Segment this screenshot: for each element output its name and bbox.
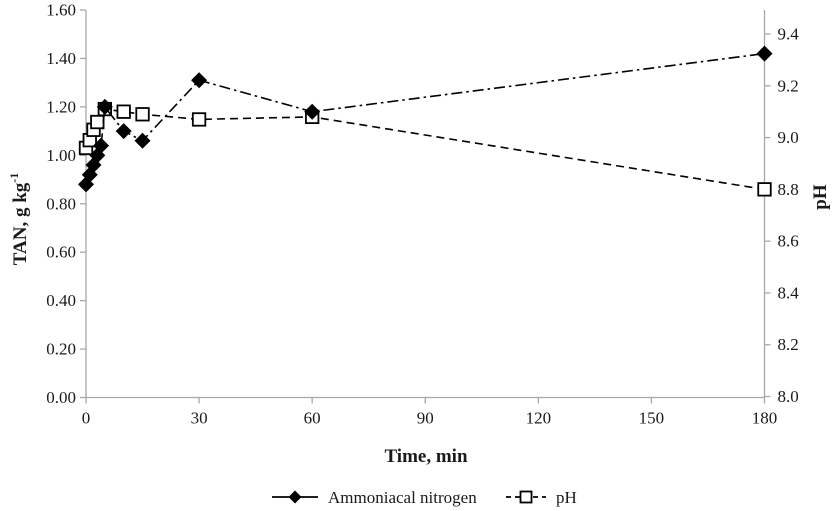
ammoniacal-nitrogen-data-point [93, 137, 110, 154]
y-right-tick-label: 9.4 [778, 25, 800, 44]
y-left-axis-title-superscript: -1 [7, 173, 21, 183]
legend-square-icon [519, 490, 533, 504]
y-right-tick-label: 8.0 [778, 387, 799, 406]
y-left-tick-label: 1.60 [46, 1, 76, 20]
ph-data-point [116, 104, 131, 119]
x-axis-title: Time, min [384, 446, 467, 467]
ph-data-point [90, 114, 105, 130]
y-right-axis-title: pH [810, 184, 831, 210]
x-tick-label: 120 [526, 409, 552, 428]
legend-label-ammoniacal-nitrogen: Ammoniacal nitrogen [328, 488, 477, 507]
ph-data-point [191, 112, 207, 127]
y-left-tick-label: 1.40 [46, 49, 76, 68]
x-tick-label: 0 [82, 409, 91, 428]
ammoniacal-nitrogen-data-point [134, 132, 151, 149]
ph-data-point [135, 107, 150, 122]
x-tick-label: 90 [417, 409, 434, 428]
x-tick-label: 30 [191, 409, 208, 428]
ammoniacal-nitrogen-data-point [115, 123, 132, 140]
y-right-tick-label: 9.2 [778, 76, 799, 95]
y-right-tick-label: 8.2 [778, 335, 799, 354]
x-tick-label: 150 [639, 409, 665, 428]
legend-label-ph: pH [556, 488, 577, 507]
y-left-tick-label: 1.20 [46, 97, 76, 116]
y-left-tick-label: 0.00 [46, 388, 76, 407]
ammoniacal-nitrogen-data-point [191, 72, 208, 89]
ph-data-point [757, 182, 772, 197]
y-left-tick-label: 0.60 [46, 243, 76, 262]
x-tick-label: 180 [752, 409, 778, 428]
ammoniacal-nitrogen-data-point [96, 98, 113, 115]
x-tick-label: 60 [304, 409, 321, 428]
y-left-tick-label: 0.40 [46, 291, 76, 310]
y-left-axis-title: TAN, g kg-1 [7, 173, 31, 266]
y-right-tick-label: 9.0 [778, 128, 799, 147]
y-right-tick-label: 8.6 [778, 232, 799, 251]
y-left-tick-label: 1.00 [46, 146, 76, 165]
y-right-tick-label: 8.4 [778, 283, 800, 302]
ammoniacal-nitrogen-data-point [304, 103, 321, 120]
ph-line [85, 108, 765, 191]
ammoniacal-nitrogen-data-point [756, 45, 773, 62]
y-left-tick-label: 0.80 [46, 194, 76, 213]
y-left-tick-label: 0.20 [46, 340, 76, 359]
y-right-tick-label: 8.8 [778, 180, 799, 199]
legend-diamond-icon [288, 490, 302, 504]
ammoniacal-nitrogen-line [85, 52, 765, 185]
